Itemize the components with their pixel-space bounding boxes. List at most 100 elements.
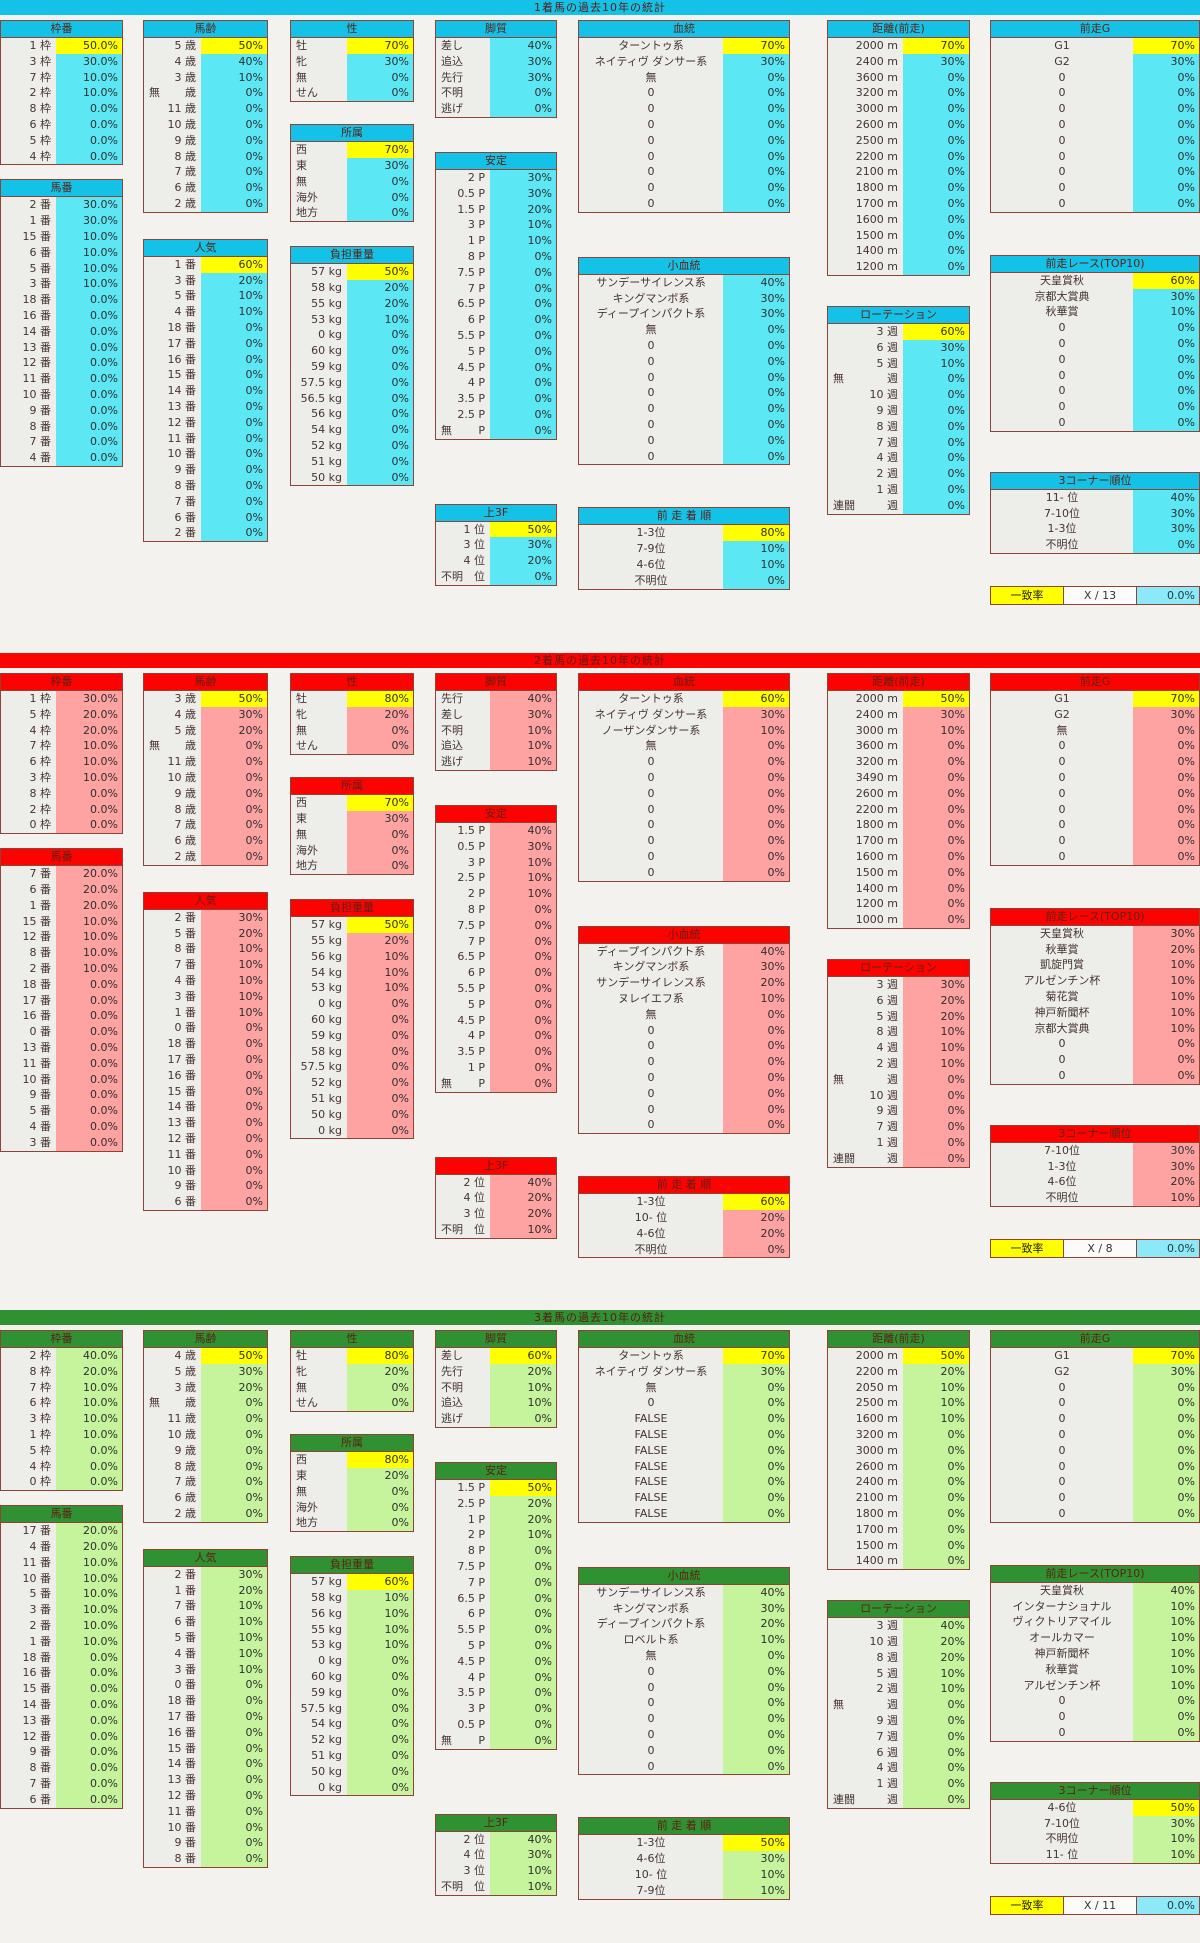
cell-label[interactable]: 0 bbox=[991, 101, 1133, 117]
cell-value[interactable]: 10% bbox=[1133, 1677, 1199, 1694]
cell-value[interactable]: 0% bbox=[723, 1711, 789, 1727]
cell-value[interactable]: 0% bbox=[490, 280, 556, 297]
cell-label[interactable]: 9 週 bbox=[828, 402, 903, 419]
cell-value[interactable]: 0% bbox=[903, 1728, 969, 1745]
cell-label[interactable]: 2100 m bbox=[828, 1490, 903, 1506]
cell-value[interactable]: 0% bbox=[903, 1490, 969, 1506]
cell-value[interactable]: 0% bbox=[201, 101, 267, 117]
cell-value[interactable]: 0% bbox=[201, 319, 267, 336]
cell-label[interactable]: 菊花賞 bbox=[991, 988, 1133, 1005]
cell-label[interactable]: 8 P bbox=[436, 248, 490, 265]
cell-label[interactable]: 10 番 bbox=[144, 446, 201, 463]
cell-value[interactable]: 10% bbox=[490, 217, 556, 234]
cell-value[interactable]: 0% bbox=[1133, 414, 1199, 431]
cell-value[interactable]: 0% bbox=[201, 1020, 267, 1037]
cell-label[interactable]: 無 bbox=[579, 1379, 723, 1396]
cell-value[interactable]: 0% bbox=[723, 754, 789, 770]
cell-value[interactable]: 70% bbox=[723, 1348, 789, 1364]
cell-value[interactable]: 0% bbox=[903, 434, 969, 451]
cell-value[interactable]: 20% bbox=[490, 1190, 556, 1207]
cell-value[interactable]: 10.0% bbox=[56, 1379, 122, 1396]
cell-value[interactable]: 10% bbox=[347, 311, 413, 328]
cell-label[interactable]: 5 枠 bbox=[1, 706, 56, 723]
cell-value[interactable]: 0% bbox=[903, 1553, 969, 1570]
cell-label[interactable]: 逃げ bbox=[436, 1411, 490, 1427]
cell-value[interactable]: 0% bbox=[1133, 367, 1199, 384]
cell-label[interactable]: 9 週 bbox=[828, 1712, 903, 1729]
cell-value[interactable]: 30% bbox=[1133, 1363, 1199, 1380]
cell-label[interactable]: 東 bbox=[291, 810, 347, 827]
cell-value[interactable]: 10% bbox=[1133, 988, 1199, 1005]
cell-label[interactable]: 3 P bbox=[436, 1701, 490, 1717]
cell-label[interactable]: 神戸新聞杯 bbox=[991, 1004, 1133, 1021]
cell-value[interactable]: 10.0% bbox=[56, 1554, 122, 1571]
cell-value[interactable]: 0% bbox=[903, 481, 969, 498]
cell-label[interactable]: 2 枠 bbox=[1, 801, 56, 818]
cell-label[interactable]: 不明位 bbox=[436, 568, 490, 585]
cell-value[interactable]: 0% bbox=[723, 448, 789, 465]
cell-value[interactable]: 0% bbox=[347, 469, 413, 486]
cell-value[interactable]: 10% bbox=[903, 355, 969, 372]
cell-label[interactable]: 59 kg bbox=[291, 358, 347, 375]
cell-value[interactable]: 10% bbox=[347, 964, 413, 981]
cell-label[interactable]: 7 番 bbox=[1, 1775, 56, 1792]
cell-value[interactable]: 0% bbox=[723, 1490, 789, 1506]
cell-value[interactable]: 0% bbox=[903, 243, 969, 260]
cell-label[interactable]: 2000 m bbox=[828, 1348, 903, 1364]
cell-value[interactable]: 10% bbox=[903, 1395, 969, 1412]
cell-value[interactable]: 0% bbox=[347, 189, 413, 206]
cell-label[interactable]: 11 番 bbox=[144, 1146, 201, 1163]
table-header[interactable]: 馬番 bbox=[1, 180, 122, 198]
match-rate-value[interactable]: 0.0% bbox=[1137, 586, 1199, 604]
cell-label[interactable]: 53 kg bbox=[291, 980, 347, 997]
cell-label[interactable]: 16 番 bbox=[144, 1067, 201, 1084]
cell-value[interactable]: 0% bbox=[723, 1758, 789, 1775]
cell-label[interactable]: 10 歳 bbox=[144, 1426, 201, 1443]
cell-label[interactable]: 8 P bbox=[436, 1543, 490, 1559]
cell-value[interactable]: 30% bbox=[490, 838, 556, 855]
cell-label[interactable]: 0 bbox=[579, 101, 723, 117]
cell-label[interactable]: 7 枠 bbox=[1, 738, 56, 755]
cell-label[interactable]: 10 歳 bbox=[144, 116, 201, 133]
cell-value[interactable]: 0.0% bbox=[56, 1696, 122, 1713]
cell-value[interactable]: 0% bbox=[1133, 399, 1199, 415]
cell-value[interactable]: 0% bbox=[490, 1716, 556, 1733]
cell-value[interactable]: 0% bbox=[201, 817, 267, 834]
cell-value[interactable]: 70% bbox=[723, 38, 789, 54]
cell-label[interactable]: 1 P bbox=[436, 1511, 490, 1528]
cell-value[interactable]: 0% bbox=[347, 1090, 413, 1107]
cell-label[interactable]: 3 週 bbox=[828, 323, 903, 340]
cell-label[interactable]: 2400 m bbox=[828, 53, 903, 70]
cell-label[interactable]: 0 bbox=[991, 769, 1133, 786]
table-header[interactable]: 所属 bbox=[291, 778, 413, 796]
cell-label[interactable]: 0 bbox=[991, 1411, 1133, 1427]
table-header[interactable]: 馬番 bbox=[1, 849, 122, 867]
cell-label[interactable]: 10 番 bbox=[1, 1071, 56, 1088]
cell-value[interactable]: 0% bbox=[201, 148, 267, 165]
cell-label[interactable]: 54 kg bbox=[291, 964, 347, 981]
cell-label[interactable]: 0 bbox=[579, 1726, 723, 1743]
cell-label[interactable]: 4.5 P bbox=[436, 1012, 490, 1029]
cell-value[interactable]: 20.0% bbox=[56, 722, 122, 739]
cell-value[interactable]: 0% bbox=[723, 1426, 789, 1443]
cell-label[interactable]: 0 bbox=[991, 817, 1133, 834]
cell-value[interactable]: 20.0% bbox=[56, 1523, 122, 1539]
cell-label[interactable]: 52 kg bbox=[291, 437, 347, 454]
cell-value[interactable]: 20.0% bbox=[56, 1363, 122, 1380]
cell-value[interactable]: 0.0% bbox=[56, 1024, 122, 1040]
table-header[interactable]: 前 走 着 順 bbox=[579, 1818, 789, 1836]
cell-value[interactable]: 0% bbox=[490, 1701, 556, 1717]
cell-value[interactable]: 0% bbox=[201, 1803, 267, 1820]
cell-label[interactable]: 8 番 bbox=[1, 418, 56, 435]
cell-label[interactable]: 0 bbox=[991, 399, 1133, 415]
cell-value[interactable]: 0% bbox=[903, 1071, 969, 1088]
cell-value[interactable]: 10% bbox=[347, 1621, 413, 1638]
cell-value[interactable]: 0.0% bbox=[56, 450, 122, 466]
cell-label[interactable]: 0 kg bbox=[291, 1653, 347, 1669]
cell-label[interactable]: 0 bbox=[579, 132, 723, 149]
cell-value[interactable]: 0% bbox=[1133, 1724, 1199, 1741]
table-header[interactable]: 脚質 bbox=[436, 674, 556, 691]
cell-label[interactable]: 5 週 bbox=[828, 1008, 903, 1025]
cell-value[interactable]: 30% bbox=[723, 1363, 789, 1380]
cell-label[interactable]: 18 番 bbox=[1, 292, 56, 308]
